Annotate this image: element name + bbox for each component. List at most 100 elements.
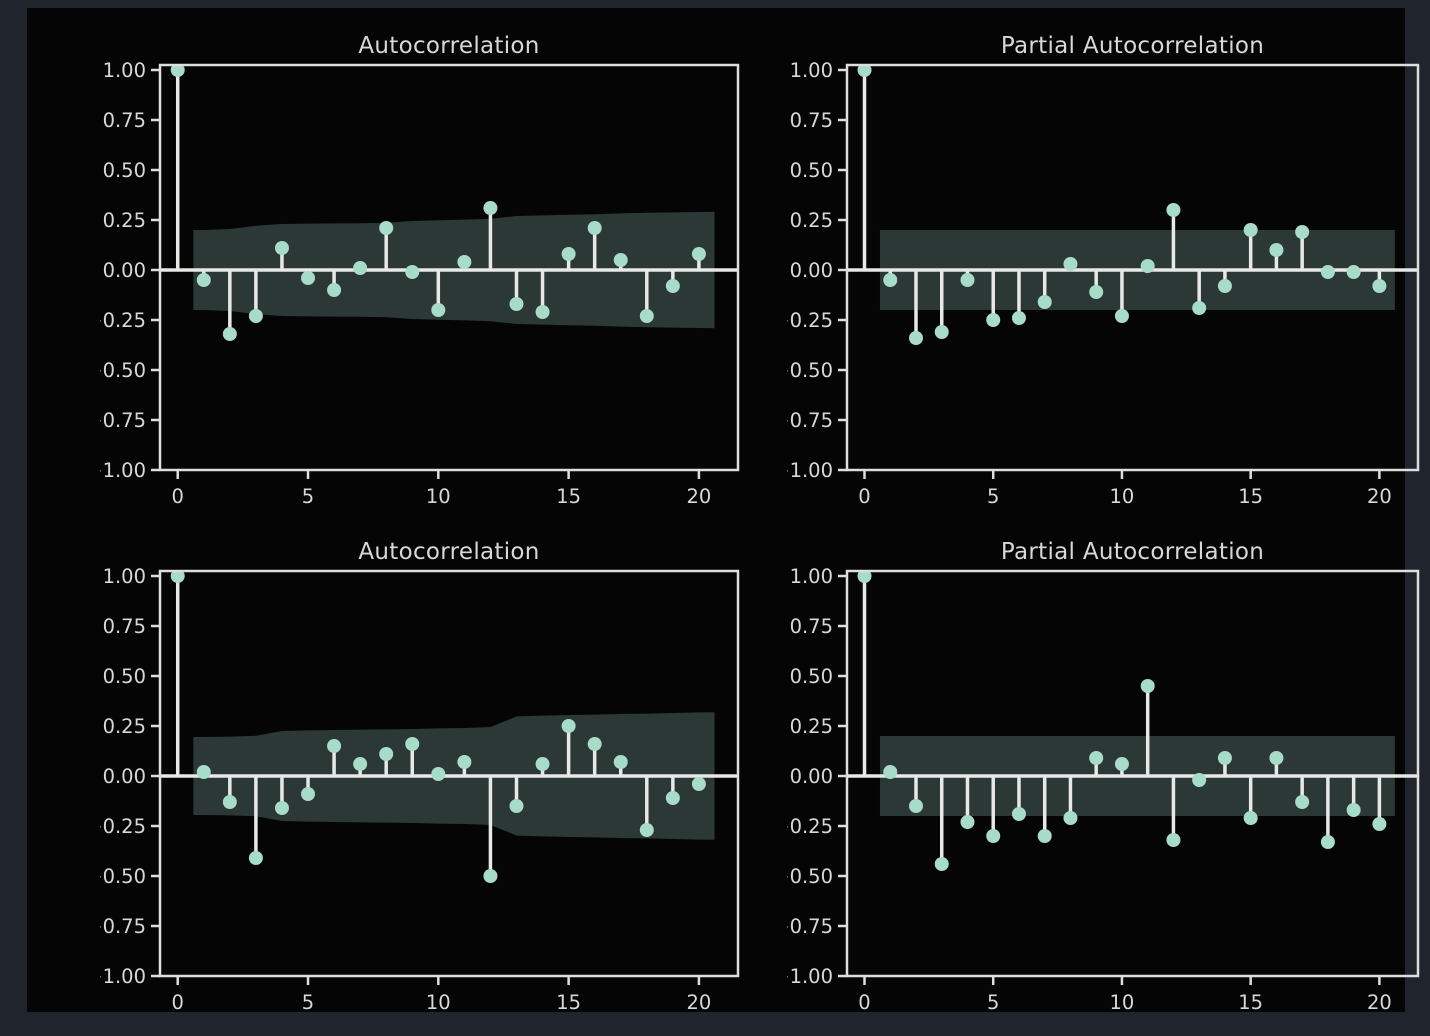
- x-tick-label: 15: [1238, 485, 1263, 508]
- marker-lag-1: [883, 273, 898, 287]
- y-tick-label: 0.75: [103, 615, 146, 638]
- marker-lag-12: [1166, 833, 1181, 847]
- marker-lag-17: [613, 253, 628, 267]
- marker-lag-1: [196, 765, 211, 779]
- y-tick-label: 0.25: [103, 715, 146, 738]
- marker-lag-13: [1192, 773, 1207, 787]
- marker-lag-6: [1011, 311, 1026, 325]
- marker-lag-0: [857, 571, 872, 583]
- y-tick-label: −0.25: [100, 309, 146, 332]
- x-tick-label: 0: [172, 991, 184, 1014]
- axes-spines: [845, 569, 1420, 978]
- marker-lag-13: [509, 297, 524, 311]
- y-tick-label: 0.25: [103, 209, 146, 232]
- marker-lag-7: [1037, 295, 1052, 309]
- marker-lag-7: [353, 757, 368, 771]
- marker-lag-18: [1320, 835, 1335, 849]
- marker-lag-7: [353, 261, 368, 275]
- y-tick-label: 0.00: [103, 259, 146, 282]
- y-tick-label: 0.00: [103, 765, 146, 788]
- chart-title-acf-top: Autocorrelation: [358, 33, 540, 59]
- marker-lag-19: [1346, 803, 1361, 817]
- marker-lag-5: [301, 271, 316, 285]
- marker-lag-17: [613, 755, 628, 769]
- y-tick-label: −0.75: [787, 915, 833, 938]
- marker-lag-9: [405, 265, 420, 279]
- marker-lag-2: [908, 331, 923, 345]
- x-tick-label: 0: [858, 991, 870, 1014]
- chart-title-pacf-bottom: Partial Autocorrelation: [1000, 539, 1265, 565]
- acf-plot-top: 1.00 0.75 0.50 0.25 0.00 −0.25 −0.50 −0.75 −1.00…: [100, 55, 748, 515]
- marker-lag-9: [405, 737, 420, 751]
- y-tick-label: 1.00: [103, 59, 146, 82]
- x-tick-label: 20: [686, 991, 711, 1014]
- marker-lag-0: [170, 571, 185, 583]
- acf-plot-bottom: 1.00 0.75 0.50 0.25 0.00 −0.25 −0.50 −0.75 −1.00…: [100, 561, 748, 1021]
- y-tick-label: 0.00: [790, 259, 833, 282]
- marker-lag-2: [222, 795, 237, 809]
- marker-lag-10: [1114, 757, 1129, 771]
- x-tick-label: 0: [858, 485, 870, 508]
- marker-lag-2: [222, 327, 237, 341]
- marker-lag-15: [561, 247, 576, 261]
- marker-lag-8: [1063, 257, 1078, 271]
- y-tick-label: −1.00: [100, 965, 146, 988]
- marker-lag-12: [1166, 203, 1181, 217]
- marker-lag-12: [483, 201, 498, 215]
- marker-lag-20: [1372, 817, 1387, 831]
- chart-canvas: 1.00 0.75 0.50 0.25 0.00 −0.25 −0.50 −0.75 −1.00…: [100, 565, 740, 1014]
- marker-lag-11: [457, 255, 472, 269]
- x-tick-label: 20: [1367, 991, 1392, 1014]
- y-tick-label: −0.50: [100, 865, 146, 888]
- x-tick-label: 20: [1367, 485, 1392, 508]
- y-tick-label: 0.75: [790, 109, 833, 132]
- marker-lag-16: [1269, 751, 1284, 765]
- marker-lag-11: [1140, 259, 1155, 273]
- y-tick-label: 0.25: [790, 209, 833, 232]
- axes-spines: [845, 63, 1420, 472]
- marker-lag-14: [1217, 751, 1232, 765]
- marker-lag-16: [587, 221, 602, 235]
- axes-spines: [158, 569, 740, 978]
- marker-lag-9: [1089, 285, 1104, 299]
- marker-lag-18: [1320, 265, 1335, 279]
- marker-lag-15: [1243, 811, 1258, 825]
- marker-lag-6: [327, 283, 342, 297]
- y-tick-label: 0.50: [103, 665, 146, 688]
- marker-lag-8: [379, 747, 394, 761]
- y-tick-label: 0.00: [790, 765, 833, 788]
- marker-lag-16: [1269, 243, 1284, 257]
- marker-lag-10: [431, 767, 446, 781]
- pacf-plot-top: 1.00 0.75 0.50 0.25 0.00 −0.25 −0.50 −0.75 −1.00…: [787, 55, 1428, 515]
- y-tick-label: −0.75: [100, 915, 146, 938]
- x-tick-label: 15: [556, 485, 581, 508]
- marker-lag-4: [274, 801, 289, 815]
- x-tick-label: 5: [302, 991, 314, 1014]
- axes-spines: [158, 63, 740, 472]
- marker-lag-15: [561, 719, 576, 733]
- marker-lag-12: [483, 869, 498, 883]
- marker-lag-11: [457, 755, 472, 769]
- y-tick-label: 0.50: [103, 159, 146, 182]
- y-tick-label: −0.25: [100, 815, 146, 838]
- x-tick-label: 10: [1110, 991, 1135, 1014]
- x-tick-label: 20: [686, 485, 711, 508]
- y-tick-label: −1.00: [100, 459, 146, 482]
- marker-lag-7: [1037, 829, 1052, 843]
- y-tick-label: 1.00: [103, 565, 146, 588]
- y-tick-label: −0.75: [100, 409, 146, 432]
- y-tick-label: −1.00: [787, 459, 833, 482]
- y-tick-label: 0.75: [103, 109, 146, 132]
- marker-lag-13: [509, 799, 524, 813]
- marker-lag-17: [1295, 795, 1310, 809]
- chart-title-pacf-top: Partial Autocorrelation: [1000, 33, 1265, 59]
- y-tick-label: 0.25: [790, 715, 833, 738]
- marker-lag-20: [691, 247, 706, 261]
- x-tick-label: 5: [987, 991, 999, 1014]
- y-tick-label: −0.50: [100, 359, 146, 382]
- marker-lag-3: [934, 857, 949, 871]
- marker-lag-14: [1217, 279, 1232, 293]
- marker-lag-5: [986, 829, 1001, 843]
- y-tick-label: −0.50: [787, 359, 833, 382]
- marker-lag-11: [1140, 679, 1155, 693]
